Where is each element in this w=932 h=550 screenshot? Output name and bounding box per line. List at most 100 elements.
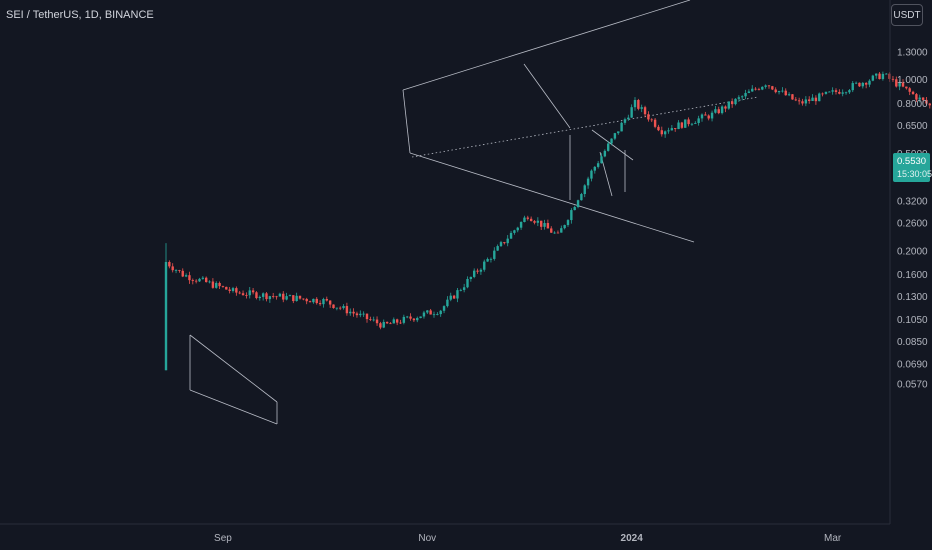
candle-body xyxy=(265,293,268,300)
candle-body xyxy=(925,99,928,104)
candle-body xyxy=(529,218,533,222)
candle-body xyxy=(292,295,295,302)
candle-body xyxy=(858,82,861,87)
candle-body xyxy=(201,277,205,279)
candle-body xyxy=(406,316,409,318)
currency-button[interactable]: USDT xyxy=(891,4,923,26)
candle-body xyxy=(670,128,674,131)
candle-body xyxy=(821,93,824,95)
candle-body xyxy=(168,261,171,267)
candle-body xyxy=(637,100,640,109)
candle-body xyxy=(188,275,191,281)
candle-body xyxy=(848,90,851,93)
trendline-drawings[interactable] xyxy=(189,0,759,425)
candle-body xyxy=(452,295,456,299)
candle-body xyxy=(831,90,834,92)
candle-body xyxy=(878,73,881,80)
last-price-badge: 0.5530 15:30:05 xyxy=(893,153,932,182)
candle-body xyxy=(339,307,342,309)
candle-body xyxy=(439,310,442,315)
candle-body xyxy=(885,73,888,75)
candle-body xyxy=(335,307,339,309)
time-axis[interactable]: SepNov2024MarMayJulSep xyxy=(214,533,932,544)
candle-body xyxy=(647,114,650,120)
candle-body xyxy=(774,89,777,93)
candle-body xyxy=(650,119,653,121)
candle-body xyxy=(580,194,583,201)
candle-body xyxy=(489,258,493,260)
candle-body xyxy=(797,100,801,102)
trendline xyxy=(402,0,691,91)
candle-body xyxy=(359,313,362,316)
candle-body xyxy=(901,82,905,87)
candle-body xyxy=(911,91,915,95)
y-tick-label: 0.1050 xyxy=(897,315,928,326)
candle-body xyxy=(898,82,901,87)
candle-body xyxy=(677,122,680,130)
candle-body xyxy=(590,170,593,179)
candle-body xyxy=(419,316,422,319)
candle-body xyxy=(751,88,754,92)
candle-body xyxy=(241,293,245,296)
candle-body xyxy=(305,298,308,302)
price-axis[interactable]: 1.30001.00000.80000.65000.50000.40000.32… xyxy=(897,47,928,390)
candle-body xyxy=(272,296,275,297)
candle-body xyxy=(278,293,282,297)
candle-body xyxy=(194,280,198,282)
candle-body xyxy=(700,114,704,119)
candle-body xyxy=(355,313,359,316)
candle-body xyxy=(436,314,439,315)
y-tick-label: 0.3200 xyxy=(897,196,928,207)
candle-body xyxy=(345,306,349,314)
candle-body xyxy=(546,223,550,229)
candle-body xyxy=(741,96,744,98)
candle-body xyxy=(861,82,864,87)
candle-body xyxy=(302,298,305,300)
candle-body xyxy=(586,178,590,186)
candle-body xyxy=(684,119,687,128)
candle-body xyxy=(456,290,459,299)
candle-body xyxy=(630,107,633,118)
y-tick-label: 0.6500 xyxy=(897,121,928,132)
candle-body xyxy=(459,289,462,291)
candle-body xyxy=(392,319,395,324)
last-price-value: 0.5530 xyxy=(897,156,927,167)
candle-body xyxy=(928,103,931,106)
candle-body xyxy=(526,217,529,219)
candle-body xyxy=(851,83,854,91)
candle-body xyxy=(627,117,630,120)
y-tick-label: 1.3000 xyxy=(897,47,928,58)
candle-body xyxy=(697,118,700,123)
candle-body xyxy=(211,281,215,288)
candle-body xyxy=(446,299,449,307)
y-tick-label: 0.2000 xyxy=(897,246,928,257)
candle-body xyxy=(479,269,483,272)
candle-body xyxy=(603,150,607,157)
candle-body xyxy=(553,232,556,234)
candle-body xyxy=(375,319,379,324)
candle-body xyxy=(426,310,429,313)
candle-body xyxy=(215,282,218,288)
candle-body xyxy=(566,220,570,226)
y-tick-label: 0.0570 xyxy=(897,380,928,391)
candle-body xyxy=(513,230,516,233)
candle-body xyxy=(164,261,168,371)
x-tick-label: 2024 xyxy=(621,533,644,544)
candle-body xyxy=(422,312,426,317)
candle-body xyxy=(808,99,811,102)
candle-body xyxy=(379,323,382,328)
candle-body xyxy=(181,270,184,277)
symbol-title[interactable]: SEI / TetherUS, 1D, BINANCE xyxy=(6,9,154,21)
candle-body xyxy=(694,122,697,124)
candle-body xyxy=(814,97,818,102)
candle-body xyxy=(295,295,298,302)
candle-body xyxy=(496,246,499,251)
candle-body xyxy=(895,79,898,87)
y-tick-label: 0.0690 xyxy=(897,359,928,370)
candle-body xyxy=(395,319,399,323)
candle-body xyxy=(275,296,278,298)
candle-body xyxy=(372,319,375,321)
candle-body xyxy=(389,323,392,325)
candle-body xyxy=(734,98,737,105)
